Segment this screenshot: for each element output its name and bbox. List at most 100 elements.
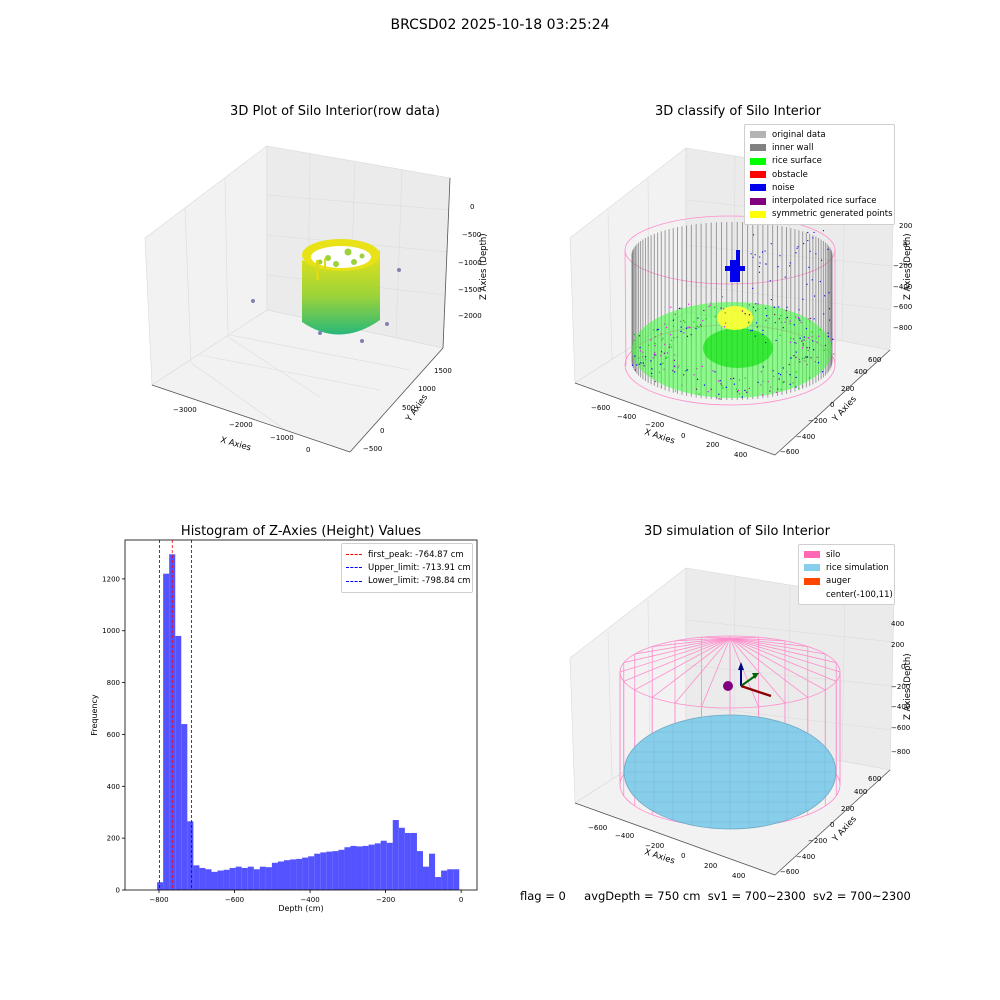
classify-point — [762, 380, 764, 383]
classify-point — [654, 353, 656, 356]
classify-point — [674, 354, 676, 356]
raw-x-tick: −1000 — [270, 434, 294, 442]
classify-point — [724, 326, 726, 328]
histogram-frame — [124, 539, 478, 891]
classify-noise-point — [789, 262, 791, 264]
classify-legend: original data inner wall rice surface ob… — [744, 124, 895, 226]
legend-swatch — [804, 551, 820, 559]
classify-point — [724, 312, 726, 314]
classify-noise-point — [773, 306, 775, 308]
histogram-y-tick-label: 1000 — [102, 627, 120, 635]
classify-point — [737, 389, 740, 391]
classify-point — [684, 321, 686, 323]
classify-point — [790, 337, 792, 339]
classify-point — [700, 324, 702, 326]
classify-point — [717, 380, 720, 382]
simulation-z-tick: −600 — [891, 724, 910, 732]
raw-x-tick: −3000 — [173, 406, 197, 414]
classify-point — [789, 341, 792, 343]
classify-point — [810, 357, 812, 359]
classify-point — [720, 398, 722, 400]
classify-noise-point — [761, 251, 764, 253]
classify-noise-point — [778, 306, 780, 308]
histogram-y-tick-label: 200 — [107, 835, 120, 843]
raw-z-tick: −2000 — [458, 312, 482, 320]
classify-point — [721, 296, 724, 298]
simulation-x-tick: −200 — [645, 842, 664, 850]
classify-point — [798, 387, 800, 389]
silo-wire-roof — [674, 637, 731, 704]
legend-label: center(-100,11) — [826, 589, 893, 600]
classify-point — [669, 344, 671, 346]
classify-point — [703, 309, 705, 312]
classify-x-tick: 200 — [706, 441, 719, 449]
classify-point — [633, 333, 636, 336]
classify-point — [783, 381, 785, 383]
classify-point — [803, 357, 805, 359]
classify-point — [642, 351, 644, 353]
sv1-text: sv1 = 700~2300 — [707, 889, 806, 903]
classify-point — [636, 364, 638, 366]
classify-point — [693, 321, 695, 323]
silo-wire-roof — [729, 637, 786, 642]
legend-entry: Upper_limit: -713.91 cm — [346, 561, 471, 574]
classify-noise-point — [807, 231, 809, 234]
classify-point — [762, 366, 764, 368]
classify-noise-point — [765, 263, 767, 265]
classify-point — [772, 370, 774, 372]
classify-point — [773, 375, 775, 377]
classify-noise-point — [789, 265, 791, 267]
classify-x-tick: 0 — [681, 432, 685, 440]
classify-point — [748, 322, 750, 324]
classify-point — [683, 332, 685, 334]
classify-point — [688, 303, 690, 305]
histogram-bar — [290, 859, 297, 890]
classify-point — [789, 373, 791, 376]
classify-point — [660, 363, 663, 365]
histogram-bar — [187, 821, 194, 890]
classify-point — [642, 362, 644, 364]
classify-point — [650, 339, 652, 341]
classify-point — [673, 337, 675, 339]
classify-y-tick: 400 — [854, 368, 867, 376]
silo-wire-roof — [729, 637, 826, 655]
classify-point — [686, 369, 688, 371]
classify-point — [778, 318, 780, 320]
legend-swatch — [750, 197, 766, 205]
classify-point — [668, 346, 670, 348]
classify-point — [782, 367, 784, 369]
histogram-bar — [241, 867, 248, 890]
classify-noise-point — [762, 333, 764, 335]
classify-z-tick-labels: 200 0 −200 −400 −600 −800 — [893, 222, 912, 332]
classify-noise-point — [794, 342, 796, 344]
classify-noise-point — [750, 253, 752, 255]
classify-point — [792, 338, 795, 340]
classify-point — [760, 371, 762, 373]
legend-entry: original data — [750, 128, 889, 141]
classify-panel-title: 3D classify of Silo Interior — [654, 104, 822, 119]
classify-noise-point — [758, 271, 761, 273]
classify-x-tick: −200 — [645, 421, 664, 429]
classify-point — [659, 363, 662, 365]
classify-silo-wireframe — [624, 215, 836, 406]
histogram-y-tick-label: 1200 — [102, 575, 120, 583]
classify-z-tick: −600 — [893, 303, 912, 311]
silo-wire-roof — [674, 637, 731, 642]
histogram-bar — [441, 870, 448, 890]
classify-point — [714, 371, 716, 373]
silo-wire-roof — [729, 637, 786, 704]
legend-swatch — [750, 131, 766, 139]
avg-depth-text: avgDepth = 750 cm — [584, 889, 701, 903]
classify-noise-point — [765, 307, 767, 309]
classify-point — [762, 394, 764, 396]
figure-title: BRCSD02 2025-10-18 03:25:24 — [390, 17, 610, 33]
histogram-bar — [422, 866, 430, 890]
classify-point — [678, 307, 681, 310]
histogram-bar — [356, 846, 363, 890]
classify-z-tick: −800 — [893, 324, 912, 332]
classify-point — [654, 380, 657, 383]
classify-point — [807, 337, 810, 339]
classify-point — [676, 336, 678, 338]
histogram-bar — [199, 867, 206, 890]
classify-point — [684, 370, 686, 372]
